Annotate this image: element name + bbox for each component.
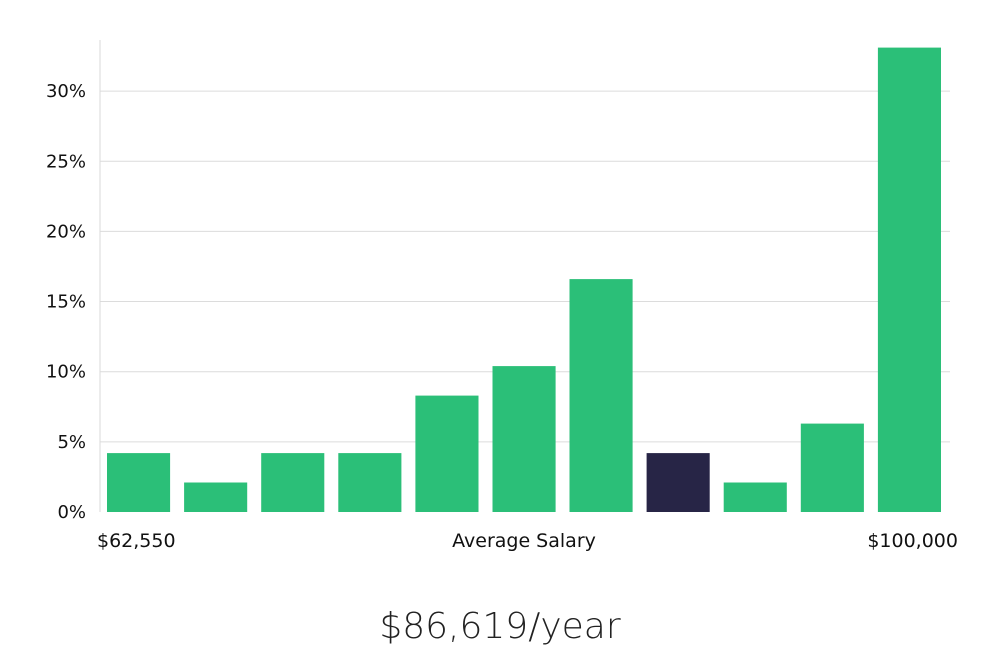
bar: [107, 453, 171, 512]
x-max-label: $100,000: [867, 530, 958, 552]
salary-histogram: 0% 5% 10% 15% 20% 25% 30% $62,550 Average Sala…: [46, 40, 958, 552]
bar: [569, 279, 633, 512]
bar: [338, 453, 402, 512]
bar: [184, 482, 248, 512]
y-tick-label: 30%: [46, 81, 86, 102]
bar: [800, 423, 864, 512]
average-salary-headline: $86,619/year: [379, 606, 621, 647]
y-tick-label: 0%: [57, 502, 86, 523]
bar: [415, 395, 479, 512]
bar: [261, 453, 325, 512]
x-min-label: $62,550: [97, 530, 176, 552]
y-tick-label: 5%: [57, 432, 86, 453]
bars: [107, 47, 941, 512]
bar: [723, 482, 787, 512]
bar-highlighted: [646, 453, 710, 512]
y-tick-label: 25%: [46, 151, 86, 172]
x-axis-title: Average Salary: [452, 530, 596, 552]
y-tick-label: 20%: [46, 221, 86, 242]
y-tick-label: 10%: [46, 362, 86, 383]
y-axis-ticks: 0% 5% 10% 15% 20% 25% 30%: [46, 81, 86, 523]
bar: [492, 366, 556, 512]
bar: [877, 47, 941, 512]
y-tick-label: 15%: [46, 292, 86, 313]
